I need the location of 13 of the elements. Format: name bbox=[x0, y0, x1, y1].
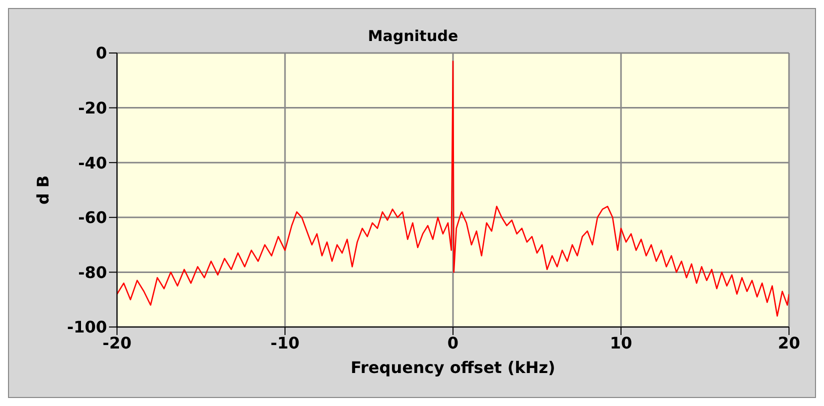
y-tick-label: -80 bbox=[78, 262, 107, 282]
x-tick-label: -10 bbox=[270, 333, 300, 352]
x-axis-title: Frequency offset (kHz) bbox=[350, 358, 556, 377]
x-tick-label: 20 bbox=[778, 333, 800, 352]
y-axis-title: d B bbox=[34, 175, 53, 205]
x-tick-label: 0 bbox=[447, 333, 459, 352]
y-tick-label: -20 bbox=[78, 98, 107, 118]
chart-title: Magnitude bbox=[366, 27, 460, 45]
x-tick-label: 10 bbox=[610, 333, 632, 352]
y-tick-label: -60 bbox=[78, 208, 107, 228]
y-tick-label: 0 bbox=[96, 44, 107, 63]
y-tick-label: -40 bbox=[78, 153, 107, 172]
line-series bbox=[117, 60, 789, 317]
